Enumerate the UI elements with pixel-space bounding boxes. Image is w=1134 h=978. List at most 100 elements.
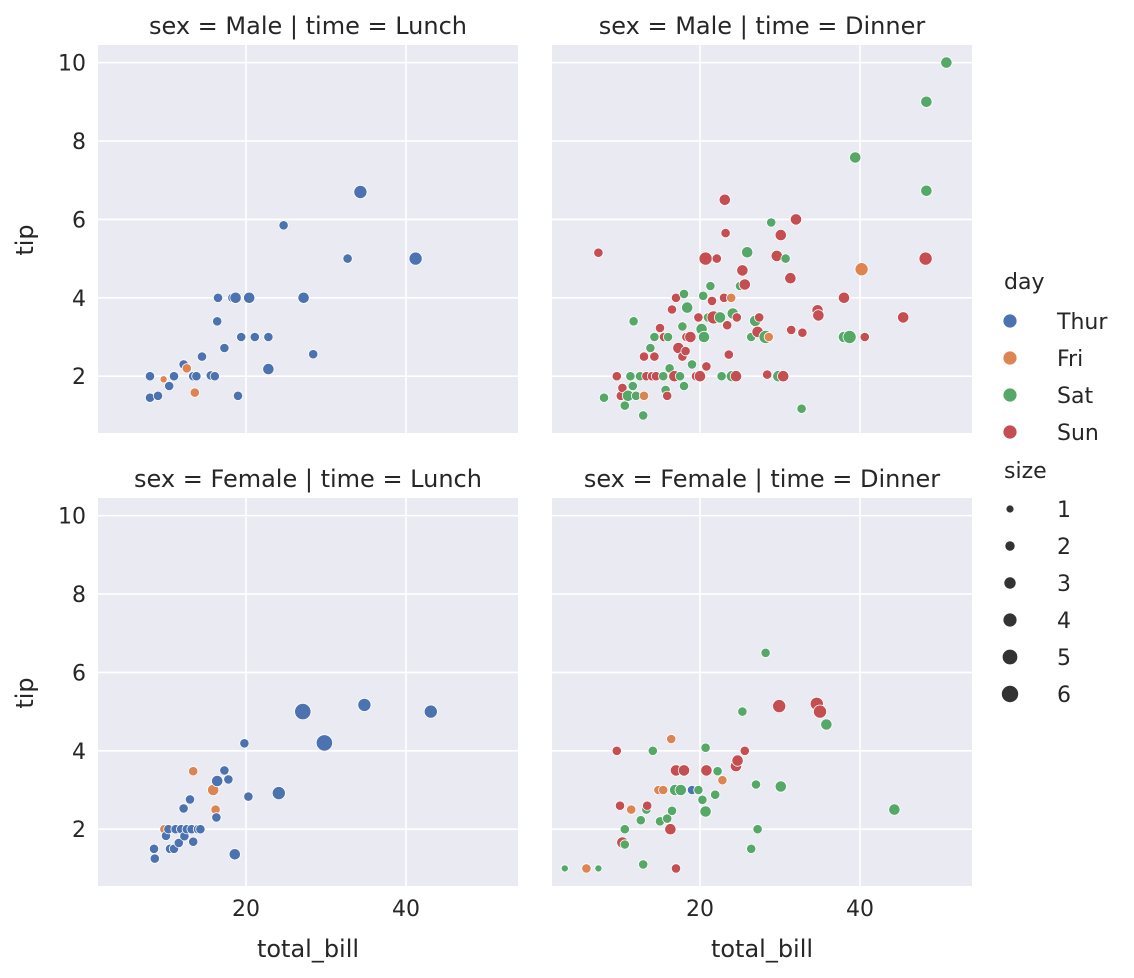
scatter-point bbox=[611, 371, 622, 382]
x-axis-label-left: total_bill bbox=[257, 935, 359, 963]
scatter-point bbox=[710, 789, 721, 800]
scatter-point bbox=[813, 704, 828, 719]
scatter-point bbox=[626, 804, 637, 815]
scatter-point bbox=[178, 803, 189, 814]
scatter-point bbox=[164, 380, 175, 392]
scatter-point bbox=[243, 791, 254, 802]
scatter-point bbox=[686, 359, 698, 370]
scatter-points bbox=[144, 184, 423, 403]
scatter-point bbox=[674, 783, 687, 797]
scatter-point bbox=[654, 322, 666, 334]
scatter-point bbox=[642, 800, 653, 811]
legend-hue-marker bbox=[1003, 314, 1017, 328]
scatter-point bbox=[666, 805, 678, 816]
scatter-point bbox=[854, 262, 869, 277]
panel-title: sex = Male | time = Dinner bbox=[599, 12, 926, 40]
x-axis-label-right: total_bill bbox=[711, 935, 813, 963]
scatter-point bbox=[239, 738, 250, 749]
scatter-point bbox=[666, 733, 677, 745]
scatter-point bbox=[638, 351, 650, 362]
scatter-point bbox=[670, 292, 682, 303]
legend-size-label: 5 bbox=[1057, 646, 1071, 671]
legend-size-label: 1 bbox=[1057, 498, 1071, 523]
scatter-point bbox=[243, 291, 256, 304]
scatter-point bbox=[649, 331, 660, 343]
scatter-point bbox=[662, 813, 673, 824]
scatter-point bbox=[674, 371, 686, 382]
scatter-point bbox=[342, 253, 353, 264]
scatter-point bbox=[611, 745, 622, 756]
legend-hue-label: Thur bbox=[1056, 310, 1108, 335]
scatter-point bbox=[617, 382, 628, 393]
scatter-point bbox=[705, 280, 716, 292]
scatter-point bbox=[619, 824, 630, 835]
scatter-point bbox=[678, 288, 690, 299]
scatter-point bbox=[666, 304, 678, 315]
scatter-point bbox=[184, 794, 196, 805]
scatter-point bbox=[189, 387, 200, 398]
scatter-point bbox=[662, 331, 674, 343]
scatter-point bbox=[148, 843, 160, 854]
scatter-point bbox=[614, 800, 626, 811]
legend-size-title: size bbox=[1004, 459, 1047, 484]
scatter-point bbox=[737, 706, 748, 717]
scatter-point bbox=[144, 371, 156, 382]
scatter-point bbox=[712, 766, 723, 777]
scatter-point bbox=[209, 371, 220, 382]
scatter-point bbox=[722, 320, 733, 331]
legend-size-marker bbox=[1005, 541, 1015, 551]
y-tick-label: 4 bbox=[72, 740, 86, 765]
scatter-point bbox=[308, 349, 319, 360]
scatter-point bbox=[780, 253, 791, 264]
legend-hue-marker bbox=[1003, 425, 1017, 439]
scatter-point bbox=[711, 253, 722, 264]
plot-area bbox=[552, 498, 972, 886]
scatter-point bbox=[229, 291, 242, 304]
scatter-point bbox=[168, 371, 180, 382]
legend-size-label: 4 bbox=[1057, 609, 1071, 634]
scatter-point bbox=[842, 329, 857, 344]
scatter-point bbox=[693, 784, 704, 796]
legend-hue-label: Sun bbox=[1057, 421, 1099, 446]
scatter-point bbox=[859, 331, 870, 343]
legend-hue-marker bbox=[1003, 351, 1017, 365]
y-tick-label: 8 bbox=[72, 130, 86, 155]
scatter-point bbox=[249, 331, 260, 343]
scatter-point bbox=[357, 697, 372, 712]
scatter-point bbox=[918, 251, 933, 266]
y-tick-label: 2 bbox=[72, 818, 86, 843]
scatter-point bbox=[723, 349, 734, 360]
scatter-point bbox=[741, 246, 754, 259]
scatter-point bbox=[766, 217, 777, 228]
y-axis-label-bottom: tip bbox=[11, 677, 39, 708]
scatter-point bbox=[181, 363, 192, 374]
scatter-point bbox=[684, 330, 697, 344]
scatter-point bbox=[797, 327, 808, 338]
scatter-point bbox=[658, 784, 669, 796]
scatter-point bbox=[152, 390, 164, 401]
scatter-point bbox=[297, 291, 310, 304]
panel-title: sex = Female | time = Lunch bbox=[134, 465, 482, 493]
scatter-point bbox=[888, 803, 901, 816]
scatter-point bbox=[789, 213, 803, 226]
scatter-point bbox=[271, 786, 286, 801]
scatter-point bbox=[717, 775, 728, 786]
scatter-point bbox=[262, 362, 275, 376]
scatter-point bbox=[219, 765, 230, 776]
scatter-point bbox=[278, 220, 289, 231]
scatter-point bbox=[294, 702, 312, 721]
y-tick-label: 10 bbox=[58, 505, 86, 530]
scatter-point bbox=[195, 824, 206, 835]
scatter-point bbox=[796, 403, 807, 414]
facet-panel: sex = Male | time = Lunch 2 4 6 8 10 bbox=[58, 12, 518, 433]
scatter-point bbox=[212, 292, 224, 303]
scatter-point bbox=[750, 779, 762, 790]
legend-size-entries: 1 2 3 4 5 6 bbox=[1001, 498, 1071, 708]
scatter-point bbox=[594, 864, 603, 873]
scatter-point bbox=[423, 704, 438, 719]
facet-panel: sex = Female | time = Dinner 20 40 bbox=[552, 465, 972, 922]
scatter-point bbox=[353, 184, 368, 199]
scatter-point bbox=[619, 400, 630, 411]
scatter-point bbox=[638, 859, 649, 870]
